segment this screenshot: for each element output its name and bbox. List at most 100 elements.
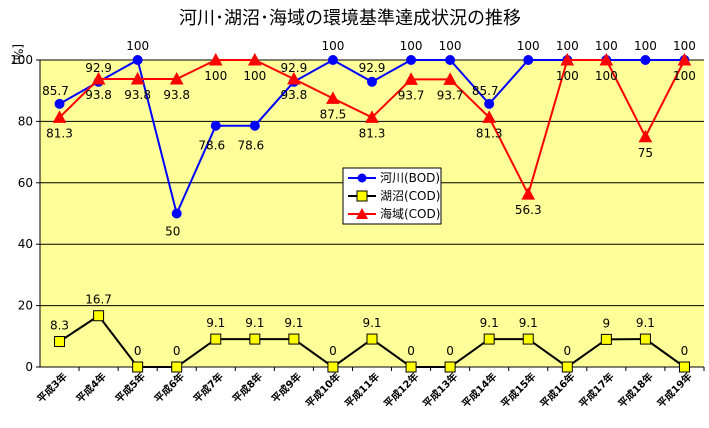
- data-point: [326, 91, 340, 104]
- data-label: 92.9: [85, 61, 112, 75]
- y-tick-label: 20: [18, 299, 33, 313]
- data-point: [483, 333, 495, 345]
- data-point: [288, 333, 300, 345]
- data-point: [54, 336, 66, 348]
- data-label: 9.1: [245, 316, 264, 330]
- data-label: 93.8: [124, 88, 151, 102]
- y-axis-unit: [%]: [11, 44, 25, 65]
- data-label: 8.3: [50, 319, 69, 333]
- data-label: 100: [439, 39, 462, 53]
- x-tick-label: 平成7年: [191, 370, 226, 405]
- data-point: [599, 52, 614, 66]
- data-label: 100: [673, 39, 696, 53]
- legend-label: 河川(BOD): [380, 171, 440, 185]
- data-point: [327, 361, 339, 373]
- data-point: [132, 361, 144, 373]
- x-tick-label: 平成15年: [498, 370, 538, 410]
- data-label: 100: [400, 39, 423, 53]
- data-point: [443, 72, 457, 85]
- data-label: 100: [321, 39, 344, 53]
- data-label: 87.5: [320, 107, 347, 121]
- x-tick-label: 平成14年: [459, 370, 499, 410]
- data-label: 81.3: [359, 126, 386, 140]
- x-tick-label: 平成17年: [576, 370, 616, 410]
- data-label: 100: [595, 39, 618, 53]
- x-tick-label: 平成8年: [230, 370, 265, 405]
- data-point: [560, 52, 575, 66]
- data-label: 0: [173, 344, 181, 358]
- series-layer: 85.7 92.9 100 50 78.6 78.6 92.9 100 92.9 100 100 85…: [42, 39, 696, 373]
- legend-marker: [357, 173, 367, 183]
- data-point: [247, 52, 262, 66]
- legend-item: 湖沼(COD): [348, 188, 440, 203]
- data-point: [210, 333, 222, 345]
- data-label: 75: [638, 146, 653, 160]
- data-label: 93.8: [281, 88, 308, 102]
- x-tick-label: 平成11年: [342, 370, 382, 410]
- data-point: [561, 361, 573, 373]
- data-label: 9: [603, 316, 611, 330]
- data-label: 0: [681, 344, 689, 358]
- series-2: 81.3 93.8 93.8 93.8 100 100 93.8 87.5 81.3 93.7 93…: [46, 52, 696, 217]
- x-tick-label: 平成12年: [381, 370, 421, 410]
- legend-marker: [356, 208, 368, 219]
- data-label: 16.7: [85, 293, 112, 307]
- data-point: [365, 110, 379, 123]
- x-tick-label: 平成3年: [34, 370, 69, 405]
- y-axis-ticks: 0 20 40 60 80 100: [10, 53, 33, 374]
- data-label: 100: [556, 39, 579, 53]
- data-label: 50: [165, 225, 180, 239]
- data-label: 0: [563, 344, 571, 358]
- data-label: 100: [126, 39, 149, 53]
- data-label: 0: [329, 344, 337, 358]
- y-tick-label: 60: [18, 176, 33, 190]
- data-label: 78.6: [198, 139, 225, 153]
- data-label: 100: [673, 69, 696, 83]
- data-label: 9.1: [284, 316, 303, 330]
- data-point: [639, 333, 651, 345]
- data-point: [366, 333, 378, 345]
- x-axis-ticks: 平成3年 平成4年 平成5年 平成6年 平成7年 平成8年 平成9年 平成10年 平成11年 平成…: [34, 367, 705, 410]
- data-point: [249, 333, 261, 345]
- data-label: 81.3: [476, 126, 503, 140]
- chart-title: 河川･湖沼･海域の環境基準達成状況の推移: [179, 8, 521, 29]
- data-point: [405, 361, 417, 373]
- data-point: [210, 120, 221, 131]
- data-label: 93.8: [85, 88, 112, 102]
- data-point: [677, 52, 692, 66]
- data-point: [287, 71, 301, 85]
- legend-item: 河川(BOD): [348, 171, 440, 185]
- legend: 河川(BOD) 湖沼(COD) 海域(COD): [342, 167, 442, 225]
- data-point: [54, 98, 65, 109]
- data-point: [171, 361, 183, 373]
- data-label: 0: [446, 344, 454, 358]
- x-tick-label: 平成19年: [654, 370, 694, 410]
- data-point: [444, 361, 456, 373]
- legend-item: 海域(COD): [348, 206, 440, 221]
- data-point: [132, 55, 143, 65]
- data-point: [678, 361, 690, 373]
- x-tick-label: 平成4年: [73, 370, 108, 405]
- data-label: 100: [517, 39, 540, 53]
- data-label: 85.7: [472, 84, 499, 98]
- data-point: [482, 110, 497, 123]
- data-label: 100: [634, 39, 657, 53]
- data-label: 0: [134, 344, 142, 358]
- legend-label: 海域(COD): [380, 206, 440, 221]
- data-label: 93.7: [398, 88, 425, 102]
- data-point: [367, 76, 377, 87]
- data-point: [640, 55, 651, 65]
- data-label: 9.1: [636, 316, 655, 330]
- legend-label: 湖沼(COD): [380, 188, 440, 203]
- data-point: [523, 55, 534, 65]
- data-label: 56.3: [515, 203, 542, 217]
- data-label: 92.9: [281, 61, 308, 75]
- data-point: [52, 110, 67, 123]
- x-tick-label: 平成16年: [537, 370, 577, 410]
- data-label: 93.7: [437, 88, 464, 102]
- x-tick-label: 平成10年: [303, 370, 343, 410]
- data-label: 93.8: [163, 88, 190, 102]
- data-point: [91, 71, 106, 85]
- data-point: [93, 310, 105, 322]
